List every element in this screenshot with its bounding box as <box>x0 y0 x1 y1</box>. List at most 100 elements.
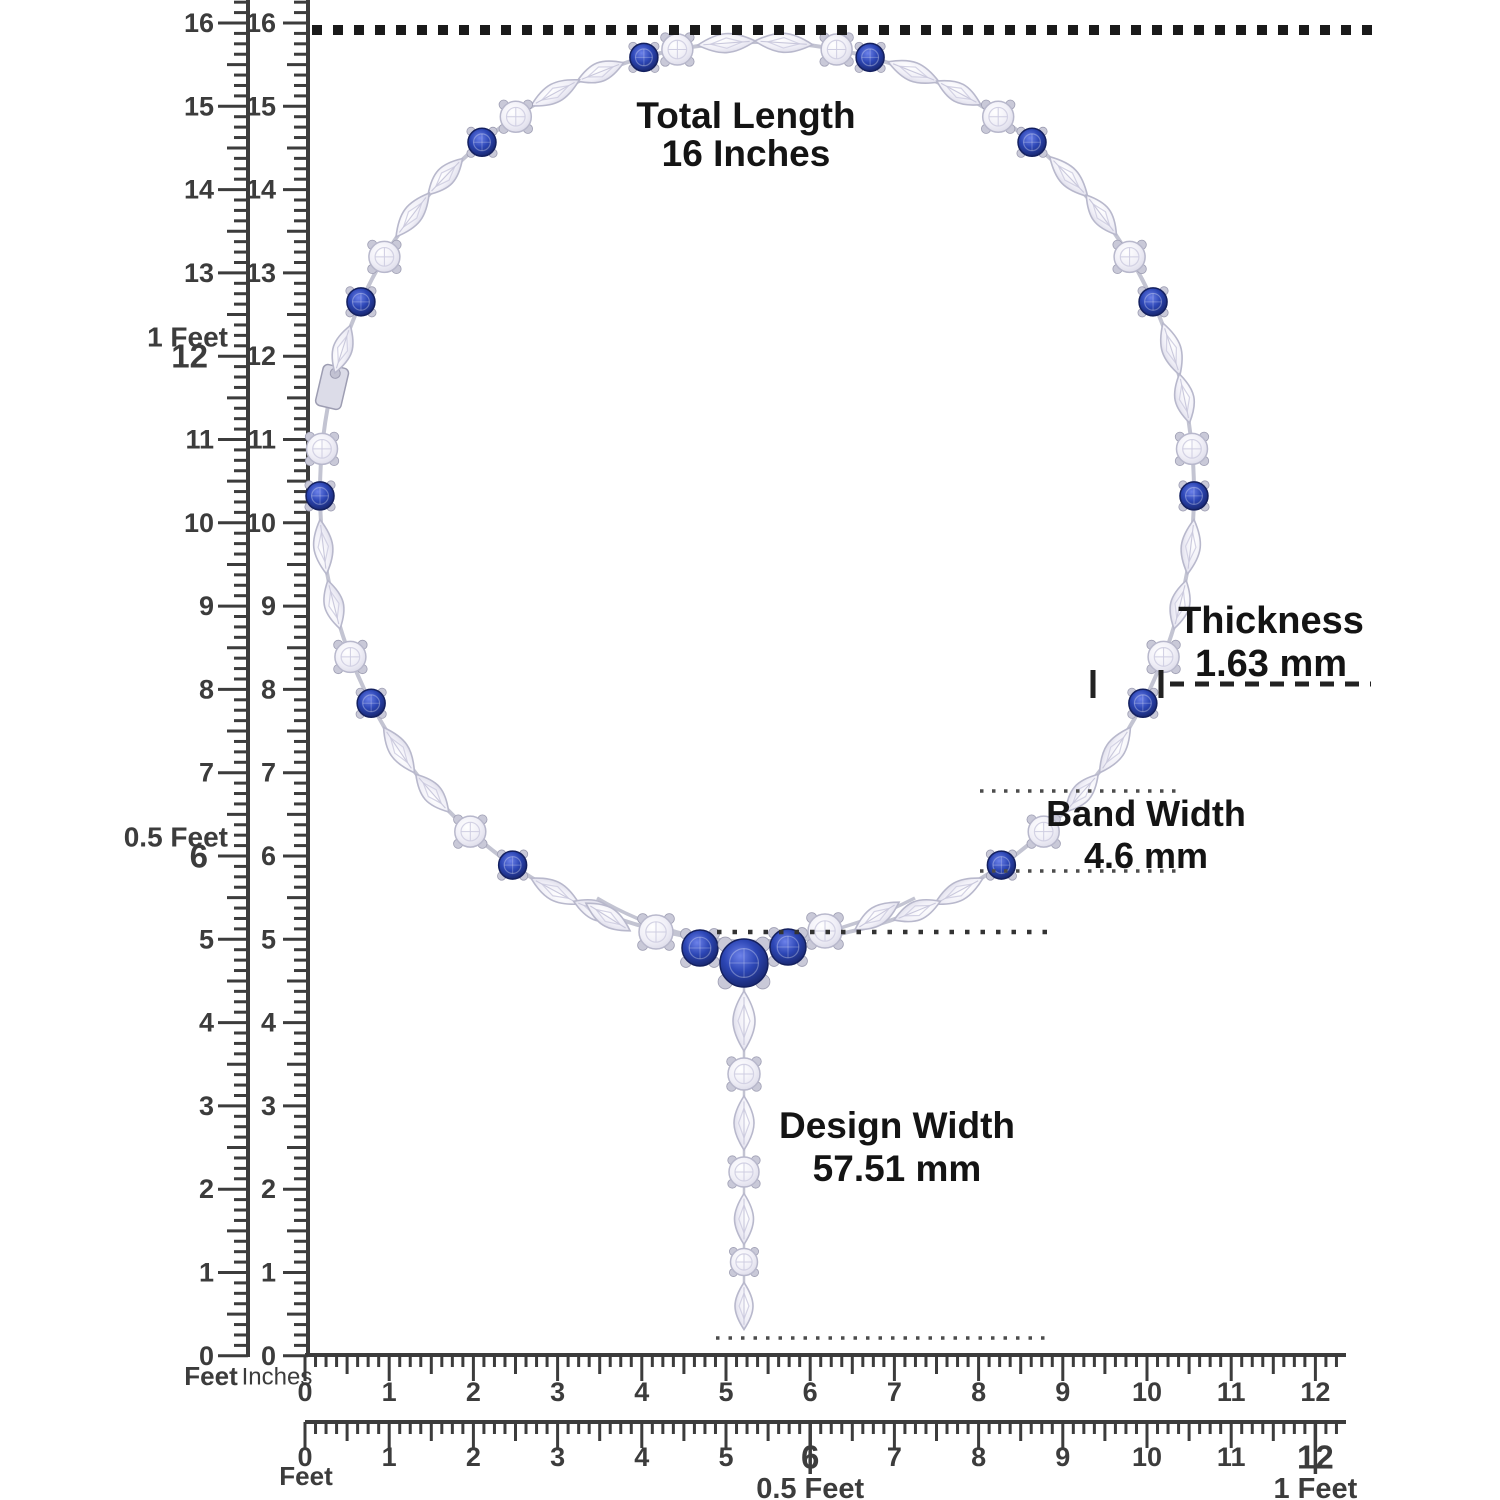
sapphire-stone <box>1137 286 1169 318</box>
marquise-diamond-stone <box>584 902 632 932</box>
ruler-number: 3 <box>550 1442 565 1472</box>
sapphire-diamond-necklace <box>304 32 1210 1331</box>
marquise-diamond-stone <box>395 191 431 239</box>
sapphire-stone <box>497 849 529 881</box>
feet-mark-label: 0.5 Feet <box>124 822 228 853</box>
ruler-number: 9 <box>1055 1377 1070 1407</box>
ruler-number: 4 <box>199 1008 214 1038</box>
ruler-number: 1 <box>382 1442 397 1472</box>
round-diamond-stone <box>1026 814 1061 849</box>
marquise-diamond-stone <box>1098 726 1132 775</box>
ruler-number: 14 <box>184 175 214 205</box>
ruler-number: 3 <box>199 1091 214 1121</box>
sapphire-stone <box>985 849 1017 881</box>
marquise-diamond-stone <box>1159 321 1183 377</box>
ruler-number: 12 <box>1300 1377 1330 1407</box>
ruler-number: 6 <box>803 1377 818 1407</box>
round-diamond-stone <box>806 912 844 950</box>
sapphire-stone <box>854 41 886 73</box>
ruler-number: 2 <box>466 1377 481 1407</box>
ruler-number: 2 <box>466 1442 481 1472</box>
marquise-diamond-stone <box>734 1281 754 1331</box>
round-diamond-stone <box>981 99 1016 134</box>
tick <box>581 64 620 80</box>
round-diamond-stone <box>304 431 340 467</box>
tick <box>760 40 807 45</box>
ruler-number: 8 <box>971 1377 986 1407</box>
ruler-number: 5 <box>718 1442 733 1472</box>
marquise-diamond-stone <box>575 60 626 84</box>
tick <box>335 330 350 369</box>
marquise-diamond-stone <box>853 901 901 931</box>
ruler-number: 2 <box>199 1174 214 1204</box>
round-diamond-stone <box>367 239 402 275</box>
tick <box>398 197 427 233</box>
ruler-number: 9 <box>261 591 276 621</box>
round-diamond-stone <box>1112 239 1147 275</box>
sapphire-stone <box>466 126 498 158</box>
marquise-diamond-stone <box>312 517 334 576</box>
tick <box>1174 585 1186 625</box>
tick <box>1102 731 1128 769</box>
horizontal-inches-ruler: 0 1 2 3 4 5 6 7 8 9 10 11 12 <box>297 1353 1346 1407</box>
ruler-number: 8 <box>971 1442 986 1472</box>
tick <box>939 880 979 903</box>
feet-mark-label: 0.5 Feet <box>756 1473 864 1500</box>
marquise-diamond-stone <box>732 989 756 1053</box>
round-diamond-stone <box>498 99 533 134</box>
ruler-number: 3 <box>261 1091 276 1121</box>
round-diamond-stone <box>453 814 488 849</box>
tick <box>703 40 750 46</box>
tick <box>898 902 936 919</box>
round-diamond-stone <box>729 1247 759 1277</box>
ruler-number: 8 <box>199 674 214 704</box>
ruler-number: 15 <box>184 91 214 121</box>
band-width-title: Band Width <box>1046 793 1246 834</box>
sapphire-stone <box>1178 480 1210 512</box>
thickness-value: 1.63 mm <box>1194 643 1348 685</box>
marquise-diamond-stone <box>935 79 983 106</box>
ruler-number: 11 <box>1217 1442 1246 1472</box>
sapphire-stone <box>628 41 660 73</box>
ruler-number: 4 <box>634 1442 649 1472</box>
ruler-number: 8 <box>261 674 276 704</box>
marquise-diamond-stone <box>886 59 941 85</box>
marquise-diamond-stone <box>331 324 354 375</box>
ruler-number: 11 <box>1217 1377 1246 1407</box>
ruler-number: 0 <box>199 1341 214 1371</box>
ruler-number-bold: 12 <box>171 338 208 375</box>
vertical-inches-ruler-unit-label: Inches <box>242 1364 313 1391</box>
marquise-diamond-stone <box>733 1094 755 1152</box>
ruler-number: 9 <box>199 591 214 621</box>
ruler-number: 7 <box>887 1377 902 1407</box>
ruler-number: 12 <box>246 341 276 371</box>
marquise-diamond-stone <box>1169 579 1191 631</box>
marquise-diamond-stone <box>1173 372 1196 425</box>
round-diamond-stone <box>819 32 854 67</box>
marquise-diamond-stone <box>529 78 581 107</box>
ruler-number: 3 <box>550 1377 565 1407</box>
thickness-annotation: Thickness 1.63 mm <box>1178 600 1364 686</box>
ruler-number: 0 <box>297 1377 312 1407</box>
ruler-number: 11 <box>185 425 214 455</box>
tick <box>535 880 575 903</box>
ruler-number: 9 <box>1055 1442 1070 1472</box>
tick <box>1179 378 1190 419</box>
round-diamond-stone <box>660 32 695 67</box>
tick <box>418 777 446 809</box>
vertical-feet-ruler-unit-label: Feet <box>184 1361 238 1391</box>
ruler-number: 6 <box>261 841 276 871</box>
center-sapphire-stone <box>717 936 771 990</box>
round-diamond-stone <box>726 1056 762 1092</box>
ruler-number: 10 <box>1132 1377 1162 1407</box>
ruler-number: 5 <box>199 924 214 954</box>
band-width-annotation: Band Width 4.6 mm <box>1046 793 1246 877</box>
ruler-number: 15 <box>246 91 276 121</box>
ruler-number: 16 <box>184 8 214 38</box>
tick <box>1068 777 1096 809</box>
